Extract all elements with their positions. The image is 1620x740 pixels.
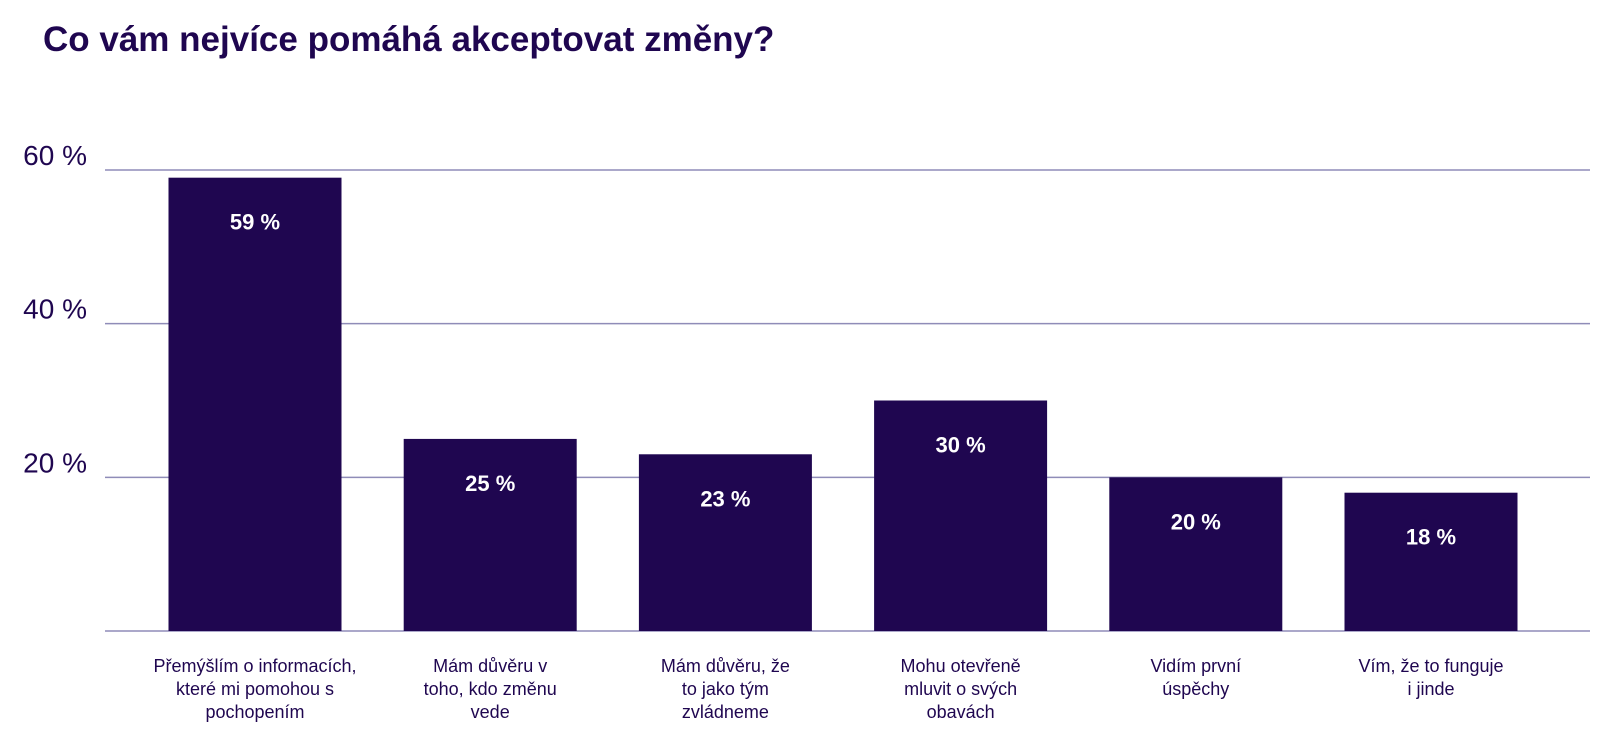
bar-value-label: 59 % [230, 210, 280, 235]
category-label: Vidím první úspěchy [1150, 656, 1241, 699]
category-label-line: Přemýšlím o informacích, [153, 656, 356, 676]
category-label: Mám důvěru, že to jako tým zvládneme [661, 656, 790, 722]
y-tick-label: 40 % [23, 294, 87, 325]
category-label-line: zvládneme [682, 702, 769, 722]
bar [1344, 492, 1518, 631]
category-label-line: Vidím první [1150, 656, 1241, 676]
bar-value-label: 30 % [936, 433, 986, 458]
y-tick-label: 20 % [23, 447, 87, 478]
grid-lines [105, 169, 1590, 632]
category-label-line: obavách [927, 702, 995, 722]
chart-title: Co vám nejvíce pomáhá akceptovat změny? [43, 20, 775, 59]
category-label-line: které mi pomohou s [176, 679, 334, 699]
category-label: Mohu otevřeně mluvit o svých obavách [901, 656, 1021, 722]
category-label-line: to jako tým [682, 679, 769, 699]
category-labels: Přemýšlím o informacích, které mi pomohou… [153, 656, 1503, 722]
category-label-line: Vím, že to funguje [1358, 656, 1503, 676]
bar-value-label: 23 % [700, 486, 750, 511]
category-label-line: i jinde [1407, 679, 1454, 699]
bar [403, 438, 577, 631]
bar [168, 177, 342, 631]
category-label-line: toho, kdo změnu [424, 679, 557, 699]
bar-value-label: 20 % [1171, 509, 1221, 534]
category-label-line: Mám důvěru v [433, 656, 547, 676]
category-label-line: Mám důvěru, že [661, 656, 790, 676]
category-label: Mám důvěru v toho, kdo změnu vede [424, 656, 557, 722]
bar-value-label: 25 % [465, 471, 515, 496]
data-labels: 59 % 25 % 23 % 30 % 20 % 18 % [230, 210, 1456, 550]
category-label-line: pochopením [205, 702, 304, 722]
y-tick-label: 60 % [23, 140, 87, 171]
bar-value-label: 18 % [1406, 525, 1456, 550]
y-axis-ticks: 20 % 40 % 60 % [23, 140, 87, 478]
bar [1109, 477, 1283, 631]
bars [168, 177, 1518, 631]
category-label-line: mluvit o svých [904, 679, 1017, 699]
category-label: Přemýšlím o informacích, které mi pomohou… [153, 656, 356, 722]
category-label-line: úspěchy [1162, 679, 1229, 699]
category-label-line: vede [471, 702, 510, 722]
bar [638, 454, 812, 631]
bar [874, 400, 1048, 631]
category-label-line: Mohu otevřeně [901, 656, 1021, 676]
category-label: Vím, že to funguje i jinde [1358, 656, 1503, 699]
